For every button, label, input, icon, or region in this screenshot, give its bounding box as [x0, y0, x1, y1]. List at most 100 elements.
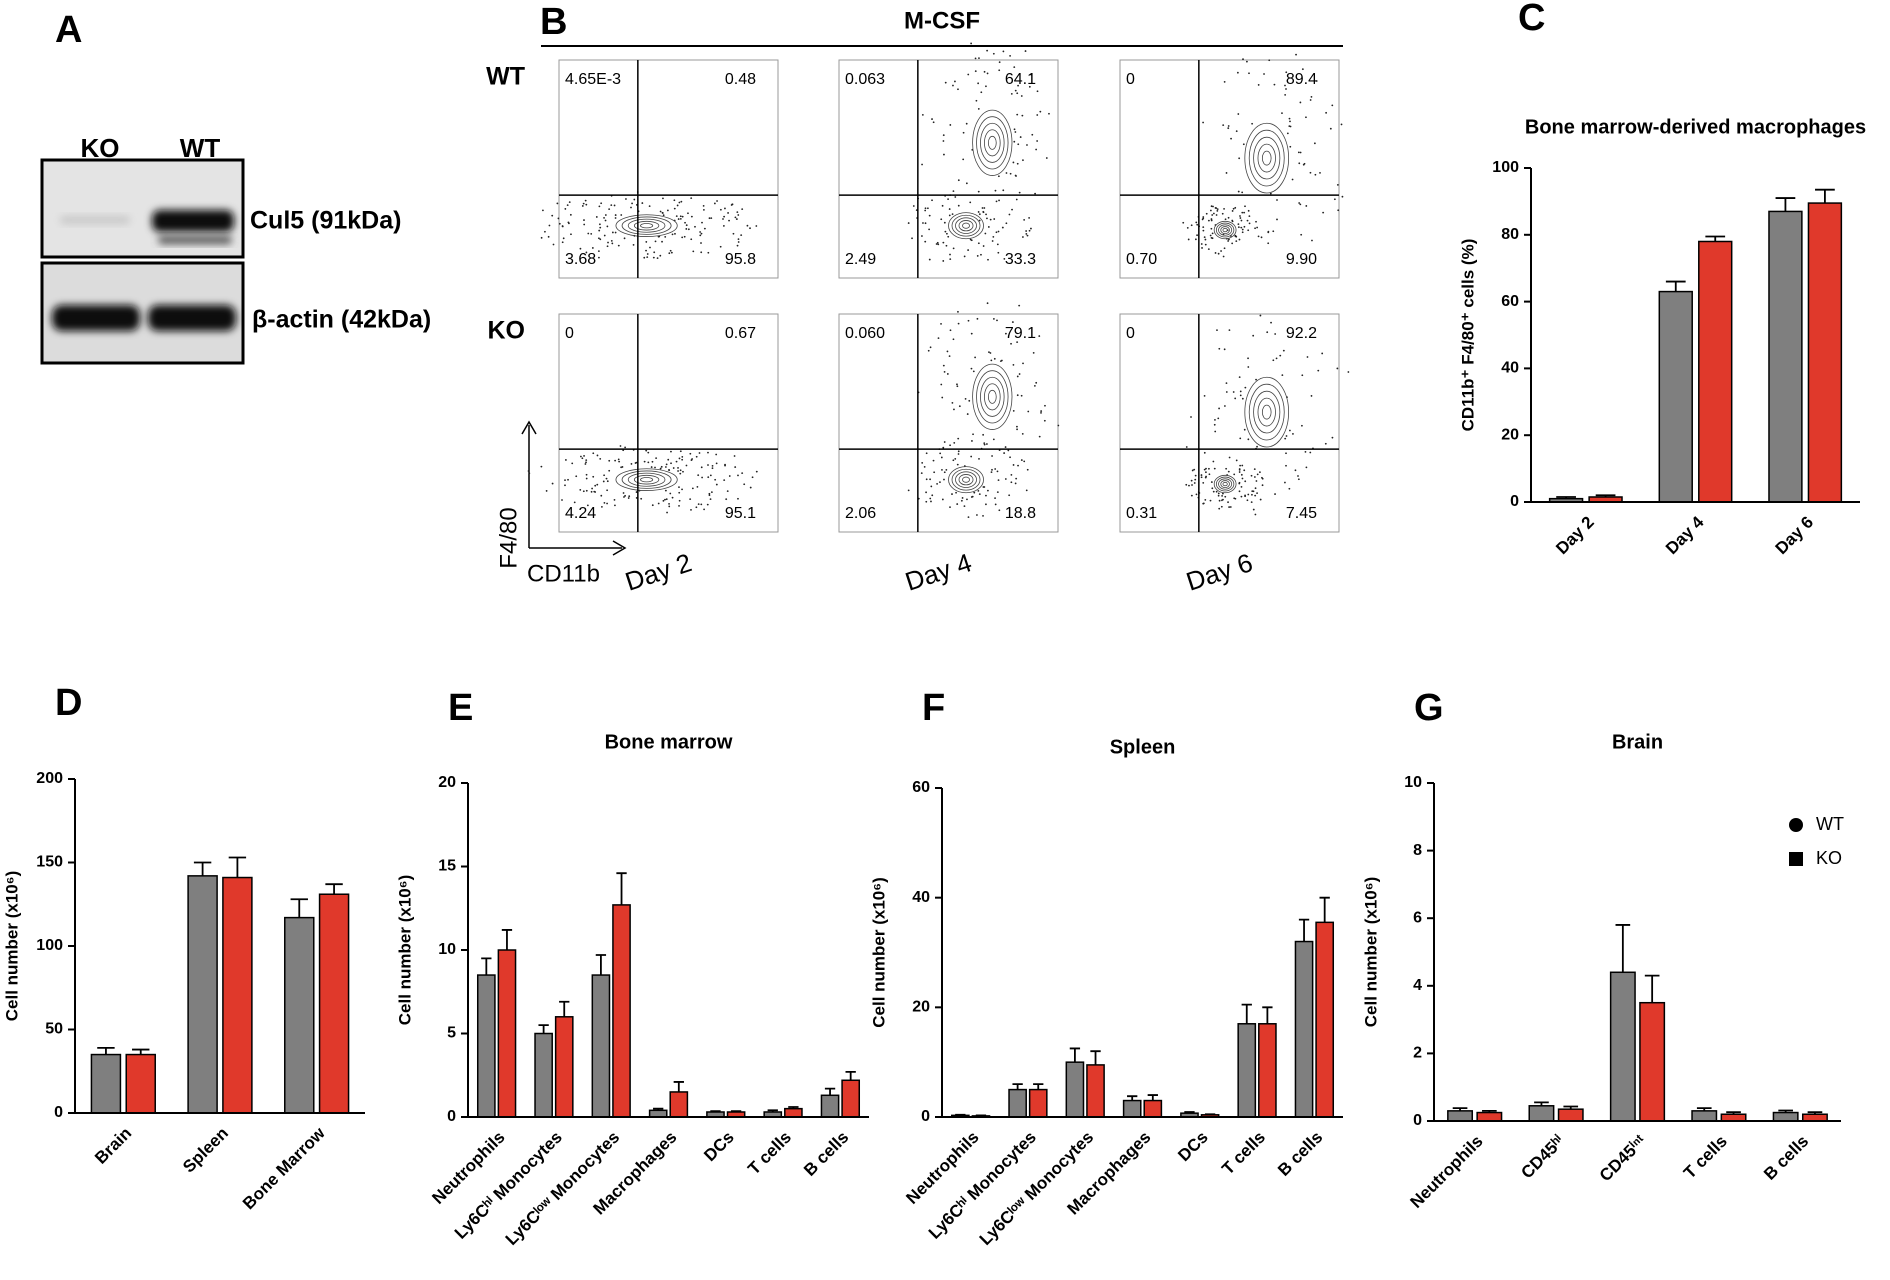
flow-contour	[633, 474, 660, 485]
flow-event	[985, 494, 987, 497]
flow-event	[610, 239, 613, 242]
flow-contour	[1222, 481, 1228, 487]
flow-event	[1272, 359, 1275, 362]
flow-event	[940, 322, 942, 325]
flow-event	[1252, 508, 1255, 511]
flow-event	[1023, 460, 1026, 463]
x-tick-label: T cells	[1218, 1128, 1269, 1179]
flow-event	[667, 458, 670, 461]
flow-event	[689, 498, 692, 501]
flow-event	[983, 442, 986, 445]
flow-event	[952, 338, 955, 341]
flow-event	[949, 258, 952, 261]
flow-event	[1021, 432, 1024, 435]
panel-letter: G	[1414, 687, 1444, 729]
flow-event	[932, 459, 935, 462]
flow-event	[666, 209, 669, 212]
flow-event	[1213, 467, 1216, 470]
flow-event	[1033, 385, 1036, 387]
flow-event	[623, 496, 625, 498]
panel-letter: F	[922, 687, 945, 729]
flow-event	[1319, 171, 1321, 174]
flow-event	[1210, 227, 1213, 230]
bar	[1237, 1023, 1257, 1118]
flow-event	[1193, 468, 1196, 471]
flow-event	[1298, 202, 1301, 204]
flow-event	[937, 243, 940, 246]
flow-event	[585, 489, 588, 492]
x-tick-label: Day 2	[1552, 513, 1598, 559]
flow-event	[962, 158, 965, 161]
flow-event	[1205, 212, 1208, 215]
flow-event	[1223, 80, 1226, 83]
panel-letter: B	[540, 1, 567, 43]
flow-event	[985, 85, 987, 88]
flow-event	[611, 231, 614, 234]
flow-event	[1218, 507, 1221, 510]
flow-event	[994, 497, 996, 500]
flow-event	[1217, 492, 1220, 495]
flow-event	[931, 199, 933, 202]
flow-event	[1239, 394, 1242, 397]
flow-event	[1022, 159, 1024, 162]
flow-event	[703, 227, 706, 230]
flow-event	[998, 61, 1001, 64]
flow-event	[527, 470, 530, 472]
flow-event	[653, 251, 656, 254]
flow-event	[662, 499, 665, 502]
flow-event	[582, 490, 585, 493]
flow-contour	[1213, 220, 1237, 240]
flow-event	[654, 240, 657, 243]
flow-contour	[1244, 122, 1290, 194]
flow-event	[601, 505, 603, 508]
flow-event	[654, 466, 656, 469]
flow-event	[948, 355, 951, 358]
y-tick-label: 8	[1413, 842, 1422, 859]
flow-event	[1035, 381, 1038, 384]
bar	[187, 875, 218, 1114]
flow-event	[992, 318, 995, 320]
flow-event	[1266, 331, 1269, 334]
flow-event	[1253, 468, 1256, 471]
flow-event	[1182, 221, 1185, 224]
flow-event	[1248, 222, 1251, 225]
flow-event	[1329, 127, 1332, 130]
flow-event	[951, 401, 954, 404]
flow-event	[957, 450, 960, 453]
flow-event	[989, 218, 992, 221]
error-bar	[1595, 494, 1616, 497]
flow-event	[680, 200, 683, 203]
x-tick-label: B cells	[1274, 1128, 1326, 1180]
flow-event	[974, 57, 977, 60]
flow-event	[1247, 229, 1250, 232]
x-tick-label: B cells	[1760, 1132, 1812, 1184]
flow-event	[1225, 172, 1228, 174]
error-bar	[1033, 1083, 1044, 1090]
flow-event	[943, 370, 946, 373]
flow-event	[679, 217, 682, 220]
quadrant-value: 0.060	[845, 325, 885, 342]
flow-event	[1246, 60, 1248, 63]
chart-title: Spleen	[1110, 736, 1176, 758]
flow-event	[925, 491, 927, 494]
flow-event	[634, 462, 637, 464]
flow-contour	[976, 370, 1009, 424]
flow-contour	[955, 217, 977, 234]
flow-event	[967, 516, 970, 519]
flow-event	[651, 460, 654, 463]
flow-event	[586, 504, 589, 507]
flow-event	[1216, 329, 1218, 332]
quadrant-value: 33.3	[1005, 251, 1036, 268]
flow-event	[1010, 481, 1013, 484]
flow-contour	[948, 466, 984, 494]
flow-event	[684, 221, 686, 224]
bar	[1086, 1064, 1105, 1118]
flow-event	[650, 466, 653, 468]
flow-event	[949, 124, 952, 126]
flow-event	[911, 237, 913, 240]
bar	[1447, 1110, 1474, 1122]
flow-event	[1209, 209, 1212, 212]
flow-event	[991, 468, 993, 471]
flow-event	[1212, 205, 1214, 208]
